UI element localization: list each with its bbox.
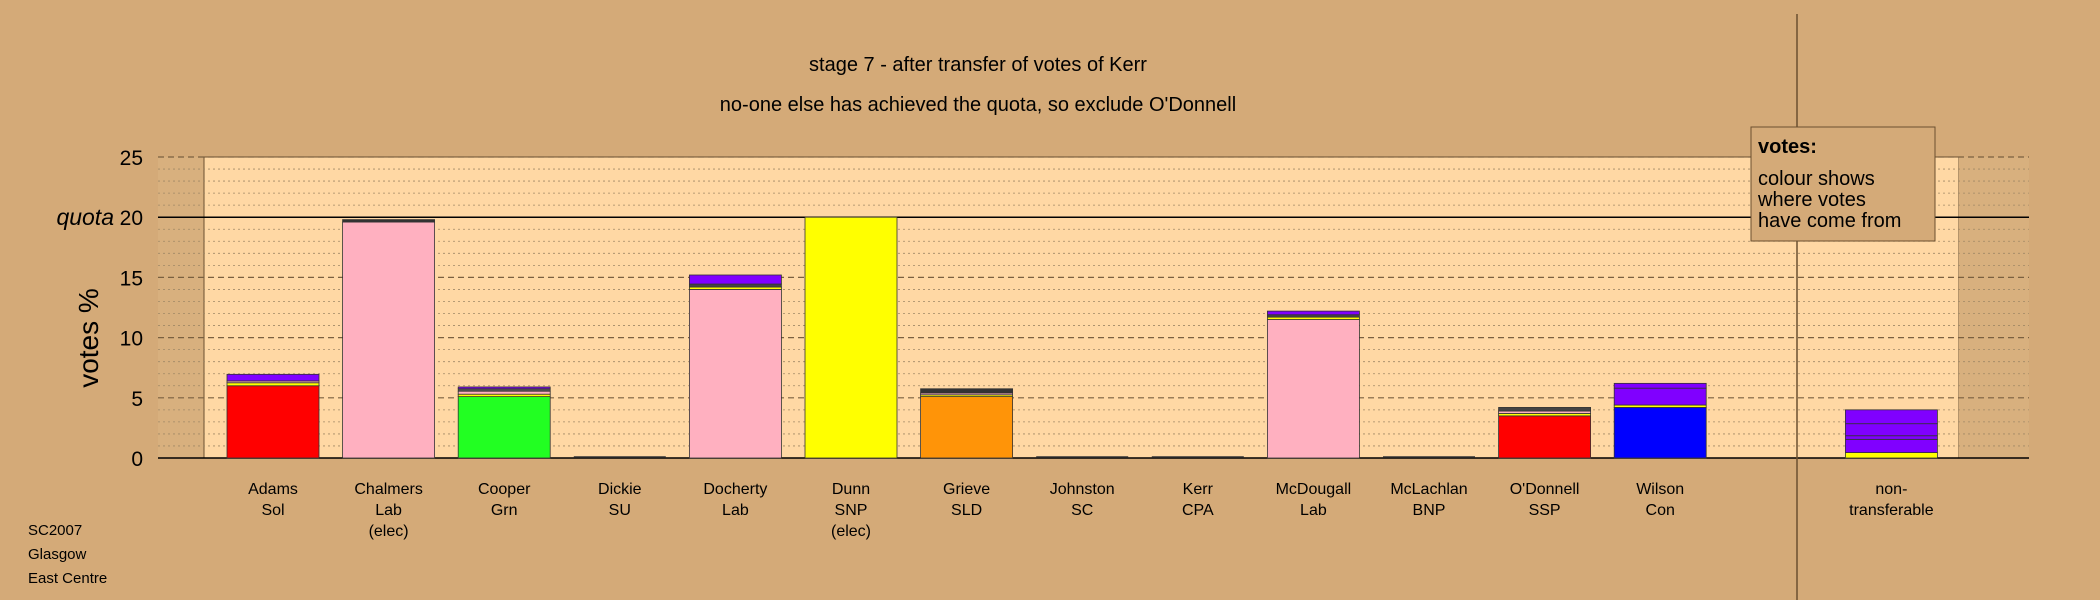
y-tick-label: 25 [120,147,143,170]
x-tick-label: Grn [491,502,518,519]
x-tick-label: CPA [1182,502,1214,519]
quota-label: quota [56,204,114,230]
bar-segment [1613,382,1707,389]
footer-line-1: SC2007 [28,522,82,539]
footer-line-2: Glasgow [28,546,87,563]
legend-title: votes: [1758,136,1817,158]
bar-segment [1845,438,1938,453]
y-tick-label: 5 [131,388,143,411]
bar-segment [457,390,551,395]
x-tick-label: Dunn [832,481,870,498]
x-tick-label: SU [609,502,631,519]
bar-segment [226,385,320,459]
x-tick-label: Lab [1300,502,1327,519]
x-tick-label: Chalmers [354,481,422,498]
x-tick-label: (elec) [831,523,871,540]
footer-line-3: East Centre [28,570,107,587]
bar-segment [689,283,782,288]
bar-segment [342,219,436,223]
legend-line-3: have come from [1758,210,1901,232]
y-axis-label: votes % [73,288,104,388]
x-tick-label: O'Donnell [1510,481,1580,498]
x-tick-label: Sol [261,502,284,519]
margin-band-right [1959,157,2029,458]
bar-segment [1267,319,1360,459]
x-tick-label: Dickie [598,481,642,498]
x-tick-label: non- [1875,481,1907,498]
y-tick-label: 10 [120,328,143,351]
y-tick-labels: 0 5 10 15 20 25 [120,147,143,471]
bar-wilson [1613,382,1707,459]
x-tick-label: SSP [1529,502,1561,519]
margin-band-left [158,157,204,458]
legend-line-2: where votes [1757,189,1866,211]
x-tick-label: McDougall [1276,481,1352,498]
bar-segment [1267,310,1360,316]
bar-chalmers [342,219,436,459]
y-tick-label: 20 [120,207,143,230]
bar-segment [1845,435,1938,440]
bar-mcdougall [1267,310,1360,459]
bar-segment [689,274,782,285]
x-tick-label: Lab [375,502,402,519]
legend: votes: colour shows where votes have com… [1750,126,1936,242]
x-tick-label: SC [1071,502,1093,519]
x-tick-label: Adams [248,481,298,498]
x-tick-label: Docherty [703,481,767,498]
y-tick-label: 0 [131,448,143,471]
bar-segment [342,221,436,459]
x-tick-label: Lab [722,502,749,519]
bar-segment [1498,407,1591,412]
x-tick-label: SLD [951,502,982,519]
x-tick-label: Kerr [1183,481,1214,498]
bar-segment [457,386,551,390]
x-tick-labels: Adams Sol Chalmers Lab (elec) Cooper Grn Dickie… [248,481,1934,540]
x-tick-label: Wilson [1636,481,1684,498]
x-tick-label: (elec) [369,523,409,540]
bar-cooper [457,386,551,459]
legend-box [1750,126,1936,242]
bars [226,216,1938,459]
bar-segment [920,396,1013,459]
bar-segment [1613,407,1707,459]
bar-segment [1845,409,1938,425]
x-tick-label: SNP [835,502,868,519]
y-tick-label: 15 [120,267,143,290]
x-tick-label: transferable [1849,502,1934,519]
bar-non- [1845,409,1938,459]
bar-segment [689,289,782,459]
bar-grieve [920,388,1013,459]
bar-segment [1613,387,1707,406]
bar-segment [1845,452,1938,459]
bar-segment [457,396,551,459]
bar-adams [226,373,320,459]
x-tick-label: Cooper [478,481,531,498]
x-tick-label: Grieve [943,481,990,498]
bar-o'donnell [1498,407,1591,459]
bar-segment [226,373,320,382]
x-tick-label: Con [1646,502,1675,519]
bar-docherty [689,274,782,459]
chart-subtitle: no-one else has achieved the quota, so e… [720,94,1236,116]
chart-title: stage 7 - after transfer of votes of Ker… [809,54,1147,76]
legend-line-1: colour shows [1758,168,1875,190]
x-tick-label: BNP [1413,502,1446,519]
x-tick-label: Johnston [1050,481,1115,498]
bar-dunn [804,216,898,459]
bar-segment [920,388,1013,394]
bar-segment [804,216,898,459]
bar-segment [226,382,320,387]
bar-segment [1498,415,1591,459]
bar-segment [1845,423,1938,437]
x-tick-label: McLachlan [1390,481,1467,498]
